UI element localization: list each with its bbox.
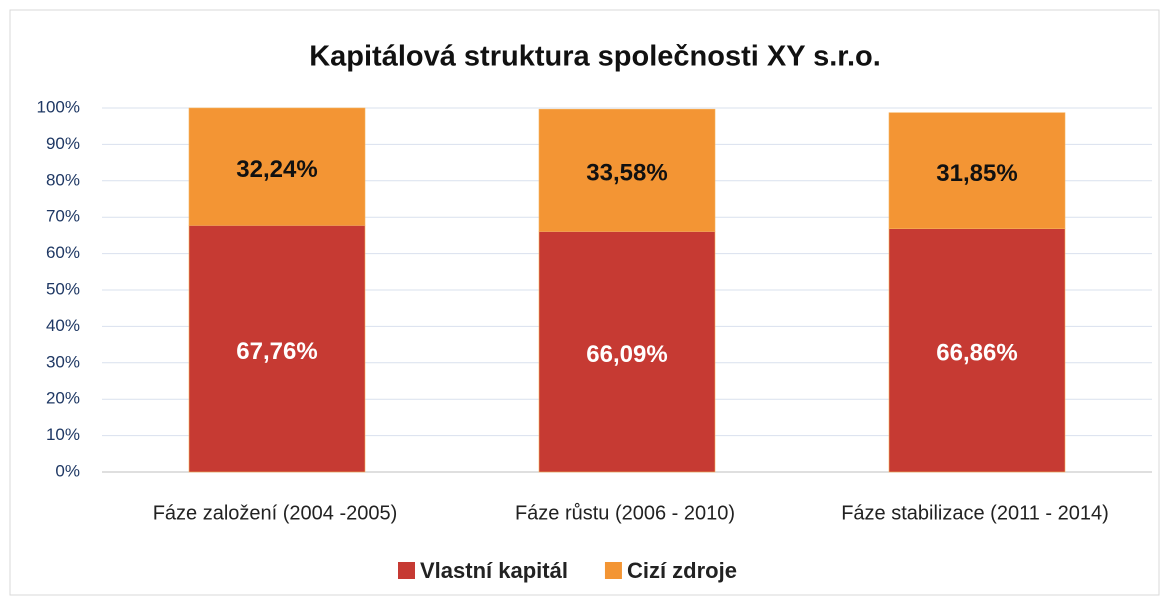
value-label: 66,09% <box>586 341 667 368</box>
value-label: 66,86% <box>936 340 1017 367</box>
legend-label: Cizí zdroje <box>627 558 737 583</box>
y-tick-label: 50% <box>46 279 80 298</box>
value-label: 32,24% <box>236 156 317 183</box>
value-label: 33,58% <box>586 160 667 187</box>
bar-segment <box>538 108 716 232</box>
value-label: 67,76% <box>236 338 317 365</box>
bar-segment <box>188 225 366 473</box>
value-label: 31,85% <box>936 160 1017 187</box>
y-tick-label: 80% <box>46 170 80 189</box>
y-tick-label: 30% <box>46 352 80 371</box>
y-tick-label: 100% <box>37 97 80 116</box>
bar-segment <box>538 231 716 473</box>
bar-segment <box>888 228 1066 473</box>
y-tick-label: 20% <box>46 389 80 408</box>
y-tick-label: 40% <box>46 316 80 335</box>
y-tick-label: 70% <box>46 207 80 226</box>
y-tick-label: 60% <box>46 243 80 262</box>
x-tick-label: Fáze růstu (2006 - 2010) <box>515 502 735 524</box>
x-tick-label: Fáze založení (2004 -2005) <box>153 502 398 524</box>
legend-swatch <box>398 562 415 579</box>
chart-title: Kapitálová struktura společnosti XY s.r.… <box>309 41 881 73</box>
bar-segment <box>888 112 1066 229</box>
bar-segment <box>188 107 366 226</box>
legend-swatch <box>604 562 622 579</box>
x-tick-label: Fáze stabilizace (2011 - 2014) <box>841 502 1109 524</box>
y-tick-label: 90% <box>46 134 80 153</box>
y-tick-label: 10% <box>46 425 80 444</box>
legend-label: Vlastní kapitál <box>420 558 568 583</box>
y-tick-label: 0% <box>55 461 80 480</box>
